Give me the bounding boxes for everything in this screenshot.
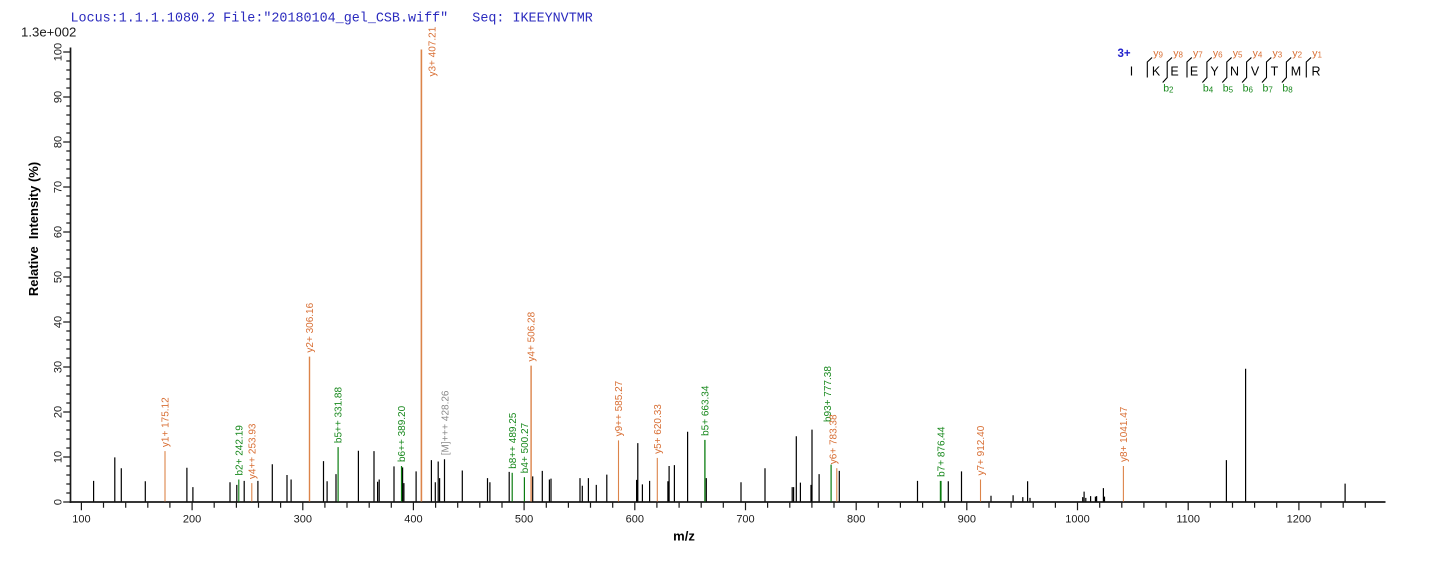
svg-text:E: E (1190, 65, 1198, 79)
svg-text:b6: b6 (1243, 83, 1254, 95)
svg-text:3+: 3+ (1118, 48, 1131, 60)
svg-text:600: 600 (626, 513, 644, 525)
svg-text:y4+ 506.28: y4+ 506.28 (527, 311, 538, 361)
svg-text:y7+ 912.40: y7+ 912.40 (976, 425, 987, 475)
svg-text:0: 0 (53, 499, 65, 505)
svg-text:Y: Y (1210, 65, 1219, 79)
svg-text:50: 50 (53, 271, 65, 283)
svg-text:y4: y4 (1253, 48, 1263, 60)
svg-text:1.3e+002: 1.3e+002 (21, 25, 76, 40)
svg-text:800: 800 (847, 513, 865, 525)
svg-text:R: R (1311, 65, 1320, 79)
svg-text:b8++ 489.25: b8++ 489.25 (508, 412, 519, 469)
svg-text:y6+ 783.38: y6+ 783.38 (828, 414, 839, 464)
svg-text:y2+ 306.16: y2+ 306.16 (305, 302, 316, 352)
svg-text:40: 40 (53, 316, 65, 328)
svg-text:b2: b2 (1163, 83, 1174, 95)
svg-text:Relative Intensity (%): Relative Intensity (%) (26, 162, 41, 296)
svg-text:90: 90 (53, 91, 65, 103)
svg-text:10: 10 (53, 451, 65, 463)
svg-text:b7+ 876.44: b7+ 876.44 (936, 426, 947, 477)
svg-text:M: M (1291, 65, 1301, 79)
svg-text:900: 900 (958, 513, 976, 525)
svg-text:b7: b7 (1263, 83, 1274, 95)
svg-text:y2: y2 (1292, 48, 1302, 60)
svg-text:I: I (1130, 65, 1133, 79)
svg-text:1000: 1000 (1065, 513, 1089, 525)
svg-text:70: 70 (53, 181, 65, 193)
svg-text:y1: y1 (1312, 48, 1322, 60)
svg-text:20: 20 (53, 406, 65, 418)
svg-text:60: 60 (53, 226, 65, 238)
svg-text:b8: b8 (1282, 83, 1293, 95)
svg-text:y3+ 407.21: y3+ 407.21 (427, 26, 438, 76)
svg-text:m/z: m/z (673, 529, 695, 544)
svg-text:700: 700 (736, 513, 754, 525)
svg-text:b5+ 663.34: b5+ 663.34 (701, 385, 712, 436)
svg-text:80: 80 (53, 136, 65, 148)
svg-text:500: 500 (515, 513, 533, 525)
svg-text:b4: b4 (1203, 83, 1214, 95)
svg-text:[M]+++ 428.26: [M]+++ 428.26 (440, 390, 451, 455)
svg-text:1100: 1100 (1176, 513, 1200, 525)
svg-text:y5: y5 (1233, 48, 1243, 60)
svg-text:y1+ 175.12: y1+ 175.12 (161, 397, 172, 447)
svg-text:b6++ 389.20: b6++ 389.20 (397, 405, 408, 462)
svg-text:100: 100 (53, 43, 65, 61)
svg-text:b4+ 500.27: b4+ 500.27 (520, 422, 531, 473)
svg-text:y8+ 1041.47: y8+ 1041.47 (1119, 406, 1130, 462)
svg-text:1200: 1200 (1287, 513, 1311, 525)
svg-text:K: K (1152, 65, 1161, 79)
svg-text:100: 100 (72, 513, 90, 525)
svg-text:V: V (1251, 65, 1260, 79)
svg-text:y8: y8 (1173, 48, 1183, 60)
svg-text:300: 300 (294, 513, 312, 525)
svg-text:b2+ 242.19: b2+ 242.19 (234, 425, 245, 476)
svg-text:200: 200 (183, 513, 201, 525)
svg-text:400: 400 (404, 513, 422, 525)
svg-text:N: N (1230, 65, 1239, 79)
svg-text:E: E (1170, 65, 1178, 79)
svg-text:y9++ 585.27: y9++ 585.27 (614, 380, 625, 436)
svg-text:y5+ 620.33: y5+ 620.33 (653, 404, 664, 454)
svg-text:b5++ 331.88: b5++ 331.88 (334, 386, 345, 443)
svg-text:y6: y6 (1213, 48, 1223, 60)
svg-text:y9: y9 (1153, 48, 1163, 60)
svg-text:30: 30 (53, 361, 65, 373)
svg-text:b5: b5 (1223, 83, 1234, 95)
svg-text:Locus:1.1.1.1080.2 File:"20180: Locus:1.1.1.1080.2 File:"20180104_gel_CS… (71, 11, 593, 26)
svg-text:T: T (1271, 65, 1279, 79)
svg-text:y3: y3 (1273, 48, 1283, 60)
svg-text:y7: y7 (1193, 48, 1203, 60)
svg-text:y4++ 253.93: y4++ 253.93 (247, 423, 258, 479)
svg-text:b93+ 777.38: b93+ 777.38 (823, 366, 834, 422)
